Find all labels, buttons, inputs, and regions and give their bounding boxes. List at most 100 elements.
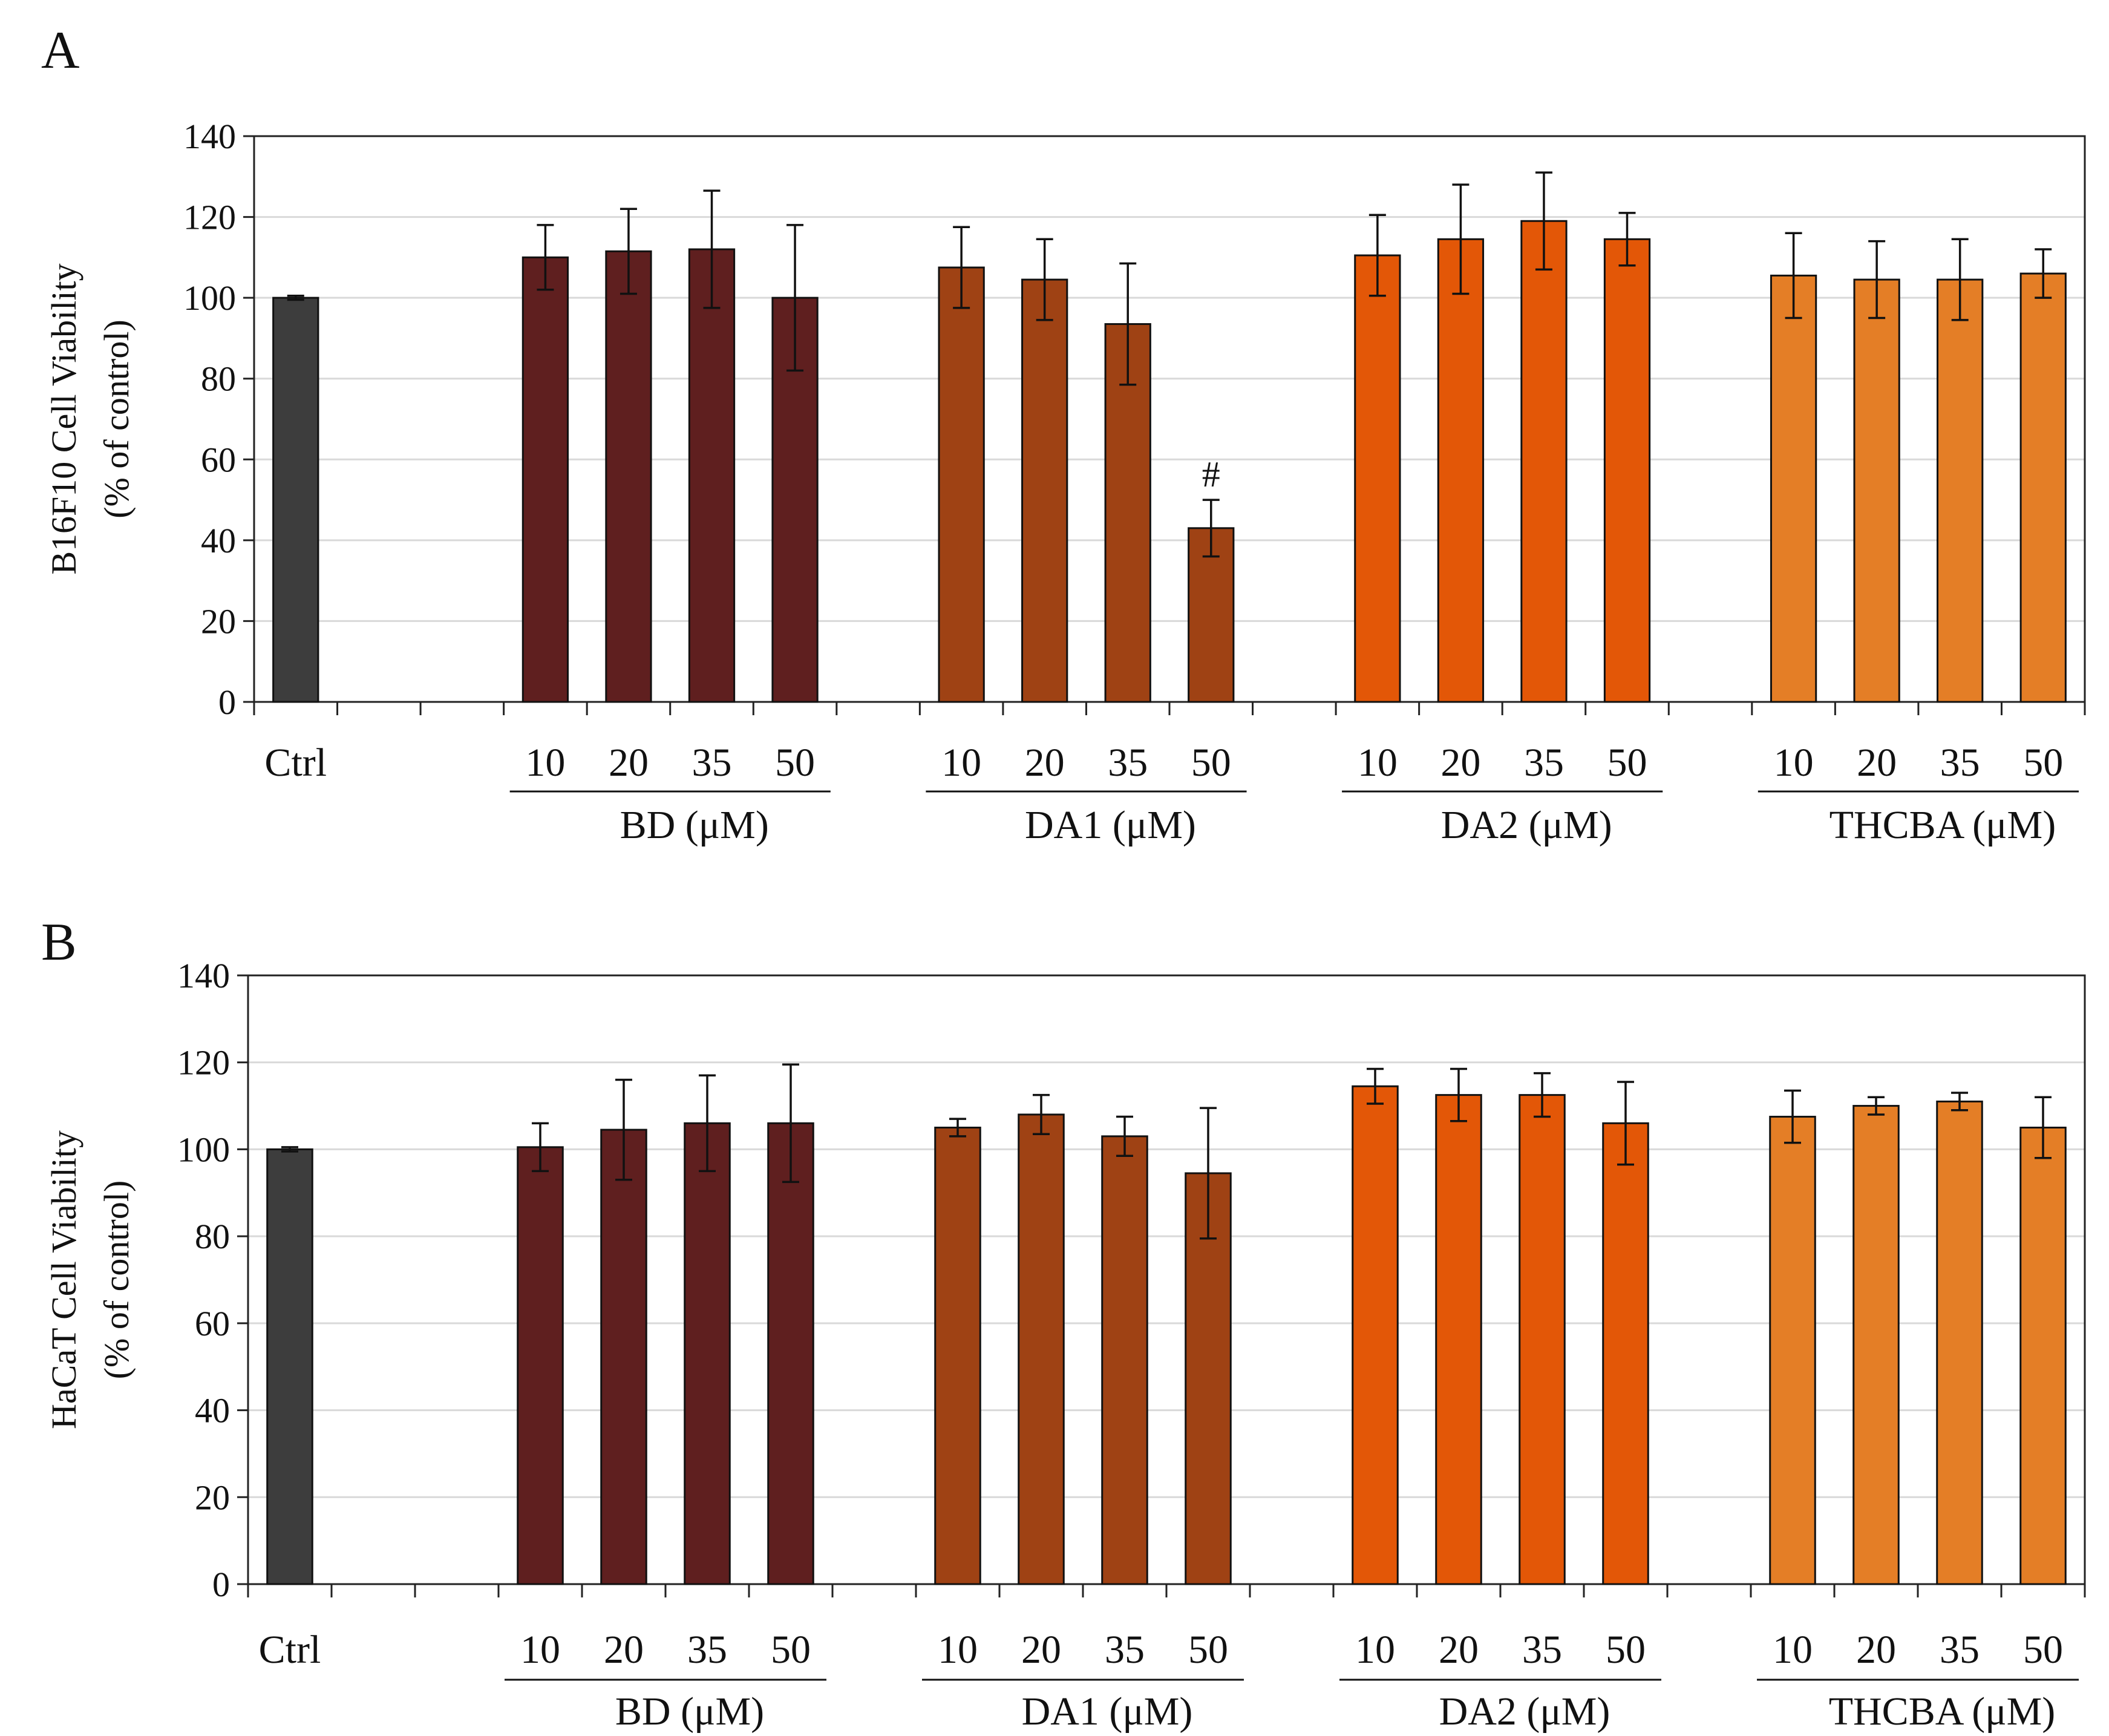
bar-thcba [1936,1100,1983,1585]
ctrl-label: Ctrl [259,1628,321,1672]
concentration-label: 20 [1021,1628,1061,1672]
bar-bd [767,1122,814,1585]
y-tick-label: 20 [201,601,236,641]
y-axis-subtitle: (% of control) [97,1181,136,1380]
concentration-label: 35 [1940,1628,1980,1672]
concentration-label: 50 [1188,1628,1228,1672]
concentration-label: 50 [2023,741,2063,785]
concentration-label: 10 [525,741,565,785]
bar-da1 [1101,1135,1148,1585]
concentration-label: 35 [1522,1628,1562,1672]
bar-bd [688,248,736,703]
bar-da1 [938,266,985,703]
y-tick-label: 20 [195,1478,230,1517]
concentration-label: 35 [1524,741,1564,785]
concentration-label: 20 [1439,1628,1479,1672]
concentration-label: 20 [609,741,649,785]
bar-da1 [1018,1113,1065,1585]
panel-letter: B [41,913,77,972]
y-tick-label: 40 [201,521,236,560]
concentration-label: 35 [692,741,732,785]
bar-da2 [1519,1094,1566,1585]
concentration-label: 10 [941,741,981,785]
bar-ctrl [272,296,319,703]
concentration-label: 50 [771,1628,811,1672]
group-label-bd: BD (μM) [615,1689,764,1733]
y-tick-label: 120 [183,198,236,237]
concentration-label: 10 [1774,741,1814,785]
bar-da2 [1435,1094,1482,1585]
concentration-label: 50 [1607,741,1647,785]
bar-da2 [1437,238,1485,703]
concentration-label: 20 [1857,741,1897,785]
concentration-label: 35 [1105,1628,1145,1672]
concentration-label: 20 [1025,741,1065,785]
concentration-label: 20 [604,1628,644,1672]
group-label-bd: BD (μM) [620,803,769,847]
concentration-label: 20 [1440,741,1480,785]
concentration-label: 35 [687,1628,727,1672]
panel-letter: A [41,21,80,80]
bar-thcba [2019,1127,2067,1585]
group-label-da2: DA2 (μM) [1439,1689,1610,1733]
group-label-da1: DA1 (μM) [1022,1689,1193,1733]
y-tick-label: 140 [177,956,230,995]
bar-bd [517,1146,564,1585]
bar-bd [600,1128,647,1585]
bar-ctrl [266,1148,313,1585]
concentration-label: 10 [520,1628,560,1672]
y-axis-title: HaCaT Cell Viability [44,1130,83,1429]
concentration-label: 50 [1191,741,1231,785]
y-tick-label: 100 [183,278,236,318]
concentration-label: 10 [1358,741,1398,785]
y-tick-label: 60 [201,440,236,479]
concentration-label: 10 [1355,1628,1395,1672]
y-tick-label: 80 [195,1217,230,1256]
group-label-thcba: THCBA (μM) [1829,1689,2056,1733]
bar-da2 [1602,1122,1649,1585]
y-tick-label: 80 [201,359,236,399]
y-tick-label: 40 [195,1391,230,1430]
significance-marker: # [1202,454,1220,494]
bar-thcba [1853,278,1900,703]
bar-da2 [1352,1085,1399,1585]
bar-da2 [1354,254,1401,703]
concentration-label: 10 [1773,1628,1813,1672]
group-label-da1: DA1 (μM) [1025,803,1196,847]
ctrl-label: Ctrl [264,741,327,785]
bar-bd [684,1122,731,1585]
bar-thcba [1769,1116,1816,1585]
group-label-thcba: THCBA (μM) [1829,803,2056,847]
concentration-label: 35 [1108,741,1148,785]
bar-da2 [1520,220,1568,703]
concentration-label: 20 [1856,1628,1896,1672]
bar-da1 [1104,323,1151,703]
y-axis-subtitle: (% of control) [97,319,136,519]
y-tick-label: 0 [218,683,236,722]
group-label-da2: DA2 (μM) [1441,803,1612,847]
chart-panel-B: B 0 20 40 60 80 100 120 140 HaCaT Cell Viability (… [41,913,2086,1734]
y-tick-label: 140 [183,117,236,156]
bar-bd [522,256,569,703]
y-tick-label: 100 [177,1130,230,1169]
concentration-label: 35 [1940,741,1980,785]
y-tick-label: 120 [177,1043,230,1083]
concentration-label: 50 [2023,1628,2063,1672]
y-tick-label: 60 [195,1304,230,1343]
concentration-label: 50 [1606,1628,1646,1672]
bar-da2 [1603,238,1651,703]
concentration-label: 10 [938,1628,978,1672]
chart-panel-A: A 0 20 40 60 80 100 120 140 B16F10 Cell Viability… [41,21,2086,847]
y-tick-label: 0 [212,1565,230,1604]
bar-thcba [2019,272,2067,703]
bar-thcba [1852,1105,1900,1585]
y-axis-title: B16F10 Cell Viability [44,263,83,574]
bar-thcba [1937,278,1984,703]
concentration-label: 50 [775,741,815,785]
bar-bd [605,250,652,703]
bar-da1 [934,1127,981,1585]
bar-thcba [1770,274,1817,703]
bar-da1 [1021,278,1068,703]
